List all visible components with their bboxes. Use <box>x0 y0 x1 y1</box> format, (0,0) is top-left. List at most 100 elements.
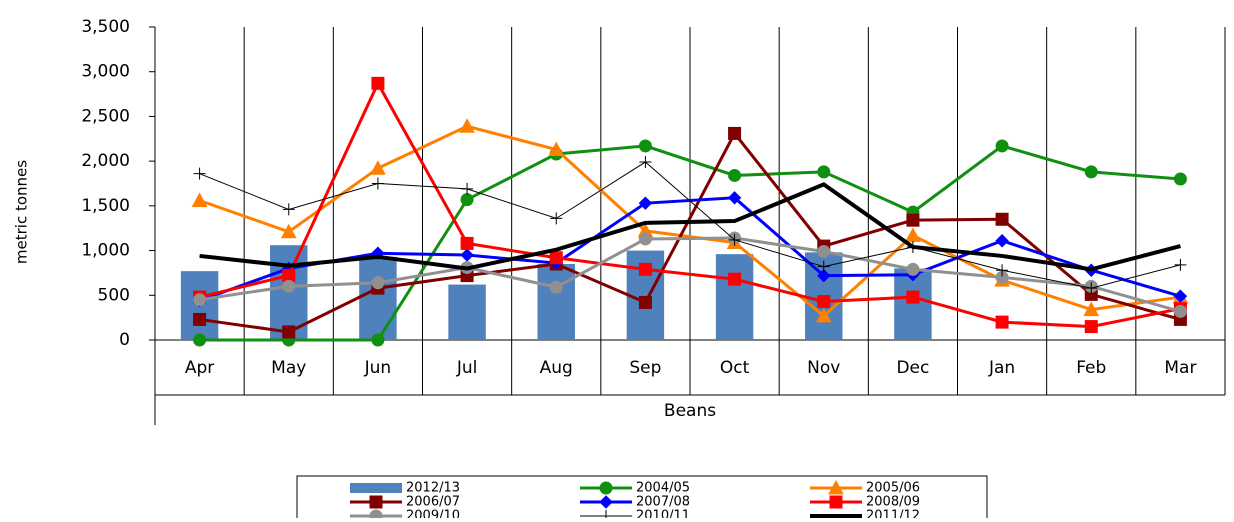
marker <box>370 160 386 175</box>
line <box>199 144 1181 342</box>
marker <box>371 76 385 90</box>
line <box>199 80 1181 329</box>
legend-item: 2008/09 <box>810 495 920 510</box>
y-axis-label: metric tonnes <box>13 160 31 264</box>
marker <box>996 264 1009 277</box>
marker <box>829 495 843 509</box>
x-tick-label: Sep <box>629 358 661 378</box>
x-tick-label: Jul <box>456 358 478 378</box>
legend-label: 2010/11 <box>636 509 690 519</box>
legend-label: 2006/07 <box>406 495 460 510</box>
marker <box>1173 172 1187 186</box>
marker <box>193 312 207 326</box>
marker <box>549 280 563 294</box>
marker <box>193 333 207 347</box>
marker <box>727 191 742 205</box>
marker <box>1173 304 1187 318</box>
y-tick-label: 1,000 <box>81 241 130 261</box>
y-tick-label: 3,500 <box>81 17 130 37</box>
x-axis-label: Beans <box>664 401 716 421</box>
marker <box>460 193 474 207</box>
marker <box>550 212 563 225</box>
y-tick-label: 2,500 <box>81 106 130 126</box>
marker <box>371 276 385 290</box>
legend-item: 2012/13 <box>350 481 460 496</box>
marker <box>1084 165 1098 179</box>
marker <box>906 213 920 227</box>
x-tick-label: Apr <box>185 358 214 378</box>
x-tick-label: Jan <box>988 358 1015 378</box>
legend-box <box>296 475 988 522</box>
marker <box>817 268 831 283</box>
bar <box>359 256 397 340</box>
line <box>199 236 1181 313</box>
marker <box>995 212 1009 226</box>
x-tick-label: Mar <box>1164 358 1196 378</box>
marker <box>548 141 565 157</box>
bar <box>448 284 486 340</box>
marker <box>459 118 475 133</box>
marker <box>638 295 652 309</box>
marker <box>728 126 742 140</box>
legend-label: 2011/12 <box>866 509 920 519</box>
marker <box>193 293 207 307</box>
y-tick-label: 1,500 <box>81 196 130 216</box>
line <box>199 124 1181 318</box>
legend-item: 2004/05 <box>580 481 690 496</box>
marker <box>728 233 741 246</box>
marker <box>995 234 1009 248</box>
y-tick-label: 3,000 <box>81 62 130 82</box>
legend-label: 2012/13 <box>406 481 460 496</box>
marker <box>1085 282 1098 295</box>
marker <box>460 248 474 262</box>
marker <box>193 167 206 180</box>
marker <box>282 203 295 216</box>
marker <box>817 260 830 273</box>
marker <box>461 182 474 195</box>
x-tick-label: May <box>271 358 306 378</box>
y-tick-label: 500 <box>98 285 130 305</box>
legend-swatch <box>350 483 402 493</box>
marker <box>638 262 652 276</box>
x-tick-label: Nov <box>807 358 840 378</box>
marker <box>599 481 613 495</box>
y-tick-label: 0 <box>119 330 130 350</box>
marker <box>817 295 831 309</box>
marker <box>371 177 384 190</box>
line <box>199 182 1181 272</box>
line <box>199 130 1181 334</box>
line <box>199 161 1181 289</box>
marker <box>369 495 383 509</box>
marker <box>282 279 296 293</box>
bar <box>537 263 575 340</box>
marker <box>995 139 1009 153</box>
marker <box>728 168 742 182</box>
marker <box>638 139 652 153</box>
marker <box>638 196 653 210</box>
x-tick-label: Oct <box>720 358 750 378</box>
legend-item: 2006/07 <box>350 495 460 510</box>
x-tick-label: Jun <box>364 358 392 378</box>
marker <box>817 165 831 179</box>
legend-label: 2009/10 <box>406 509 460 519</box>
x-tick-label: Dec <box>896 358 929 378</box>
marker <box>728 272 742 286</box>
marker <box>282 325 296 339</box>
marker <box>282 269 296 283</box>
bar <box>715 254 754 340</box>
marker <box>1173 289 1188 303</box>
legend-label: 2007/08 <box>636 495 690 510</box>
marker <box>460 236 474 250</box>
marker <box>549 251 563 265</box>
marker <box>1174 258 1187 271</box>
marker <box>191 192 208 207</box>
legend: 2012/13 2004/05 2005/06 2006/07 2007/08 2008/… <box>350 479 920 522</box>
marker <box>639 156 652 169</box>
legend-label: 2004/05 <box>636 481 690 496</box>
marker <box>817 244 831 258</box>
marker <box>828 479 844 495</box>
legend-label: 2005/06 <box>866 481 920 496</box>
legend-item: 2007/08 <box>580 495 690 510</box>
marker <box>369 509 383 522</box>
